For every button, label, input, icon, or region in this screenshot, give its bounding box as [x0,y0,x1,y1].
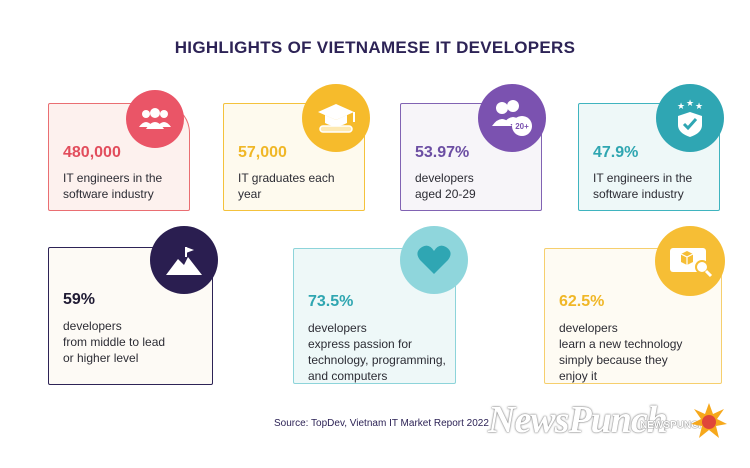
svg-text:★: ★ [686,99,694,109]
stat-value: 57,000 [238,144,287,161]
stat-description: developers aged 20-29 [415,171,476,201]
svg-text:★: ★ [695,102,703,112]
stat-description: IT engineers in the software industry [63,171,163,201]
stat-description: developers express passion for technolog… [308,321,446,383]
source-citation: Source: TopDev, Vietnam IT Market Report… [274,418,489,429]
mountain-flag-icon [150,226,218,294]
stat-description: IT graduates each year [238,171,335,201]
heart-icon [400,226,468,294]
stat-description: IT engineers in the software industry [593,171,693,201]
stat-value: 47.9% [593,144,639,161]
stat-value: 62.5% [559,293,605,310]
stat-value: 480,000 [63,144,121,161]
shield-stars-icon: ★ ★ ★ [656,84,724,152]
page-title: HIGHLIGHTS OF VIETNAMESE IT DEVELOPERS [174,38,576,57]
stat-card-age-group: 53.97% developers aged 20-29 [400,103,542,211]
graduation-cap-diploma-icon [302,84,370,152]
stat-value: 73.5% [308,293,354,310]
age-badge: 20+ [515,122,529,131]
stat-card-software-industry: 47.9% IT engineers in the software indus… [578,103,720,211]
stat-description: developers from middle to lead or higher… [63,319,166,365]
watermark-logo: NewsPunch [488,399,668,441]
svg-text:★: ★ [677,102,685,112]
people-group-icon [126,90,184,148]
stat-value: 59% [63,291,96,308]
watermark-text: NEWSPUNCH [640,420,706,431]
stat-value: 53.97% [415,144,470,161]
people-20-plus-icon: 20+ [478,84,546,152]
stat-description: developers learn a new technology simply… [559,321,683,383]
box-search-icon [655,226,725,296]
starburst-icon [690,402,728,440]
